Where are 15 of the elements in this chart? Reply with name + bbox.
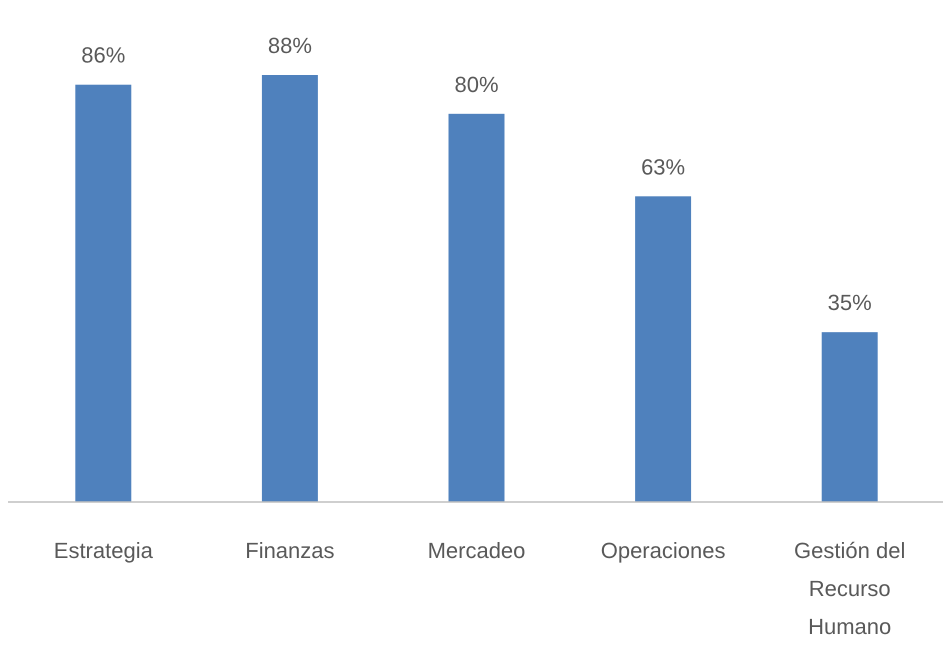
data-label: 35% xyxy=(828,290,872,316)
bar xyxy=(448,114,504,502)
bar xyxy=(822,332,878,502)
bar xyxy=(75,84,132,502)
x-tick-label: Gestión del Recurso Humano xyxy=(794,538,906,639)
x-tick-label: Mercadeo xyxy=(428,538,526,563)
data-label: 88% xyxy=(268,33,312,58)
bar xyxy=(262,75,318,502)
x-tick-label: Operaciones xyxy=(600,538,726,563)
x-tick-label: Estrategia xyxy=(54,538,154,563)
data-label: 86% xyxy=(81,42,126,68)
x-tick-label: Finanzas xyxy=(245,538,335,563)
data-label: 63% xyxy=(641,154,686,180)
bar xyxy=(635,196,692,502)
data-label: 80% xyxy=(454,72,499,97)
